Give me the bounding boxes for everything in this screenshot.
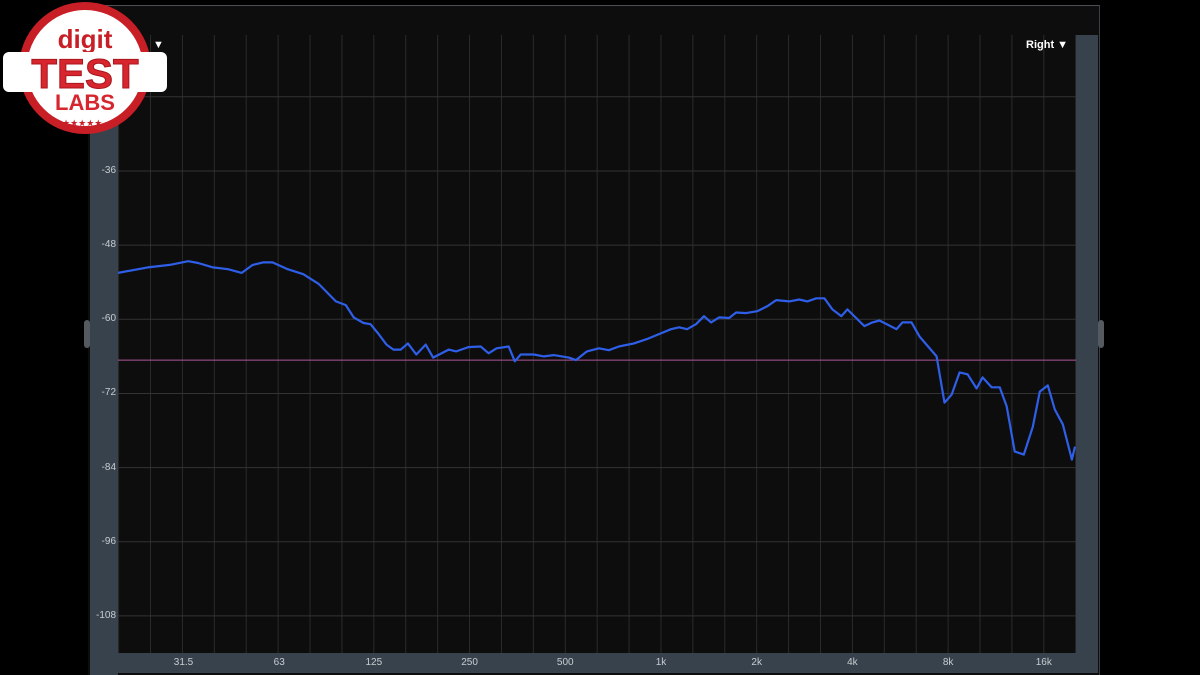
y-tick-label: -96 [101,535,116,547]
frequency-response-curve [118,260,1076,461]
x-tick-label: 500 [556,657,574,668]
frequency-response-plot [118,35,1076,653]
logo-stars-top: ★★★★★ [62,12,102,22]
logo-stars-bottom: ★★★★★ [62,118,102,128]
y-tick-label: -108 [95,609,116,621]
svg-text:digit: digit [58,24,113,54]
x-axis-panel [90,653,1098,673]
x-tick-label: 4k [847,657,858,668]
x-tick-label: 31.5 [173,657,194,668]
y-tick-label: -48 [101,239,116,251]
svg-text:LABS: LABS [55,90,115,115]
x-tick-label: 250 [461,657,478,668]
right-resize-handle[interactable] [1098,320,1104,348]
grid [118,35,1076,653]
svg-text:TEST: TEST [31,50,139,97]
left-channel-dropdown[interactable]: ▼ [153,39,164,51]
digit-test-labs-logo: ★★★★★ ★★★★★ digit TEST LABS [3,2,167,134]
y-tick-label: -84 [101,461,116,473]
x-tick-label: 16k [1035,657,1052,668]
x-tick-label: 2k [751,657,762,668]
y-tick-label: -36 [101,164,116,176]
right-channel-dropdown[interactable]: Right ▼ [1026,39,1069,51]
x-tick-label: 125 [365,657,383,668]
right-side-panel [1076,35,1098,653]
x-tick-label: 8k [942,657,954,668]
y-tick-label: -72 [101,387,116,399]
left-resize-handle[interactable] [84,320,90,348]
x-tick-label: 63 [273,657,285,668]
analyzer-window [88,5,1100,675]
x-tick-label: 1k [655,657,667,668]
y-tick-label: -60 [101,313,116,325]
y-axis-panel [90,35,118,675]
